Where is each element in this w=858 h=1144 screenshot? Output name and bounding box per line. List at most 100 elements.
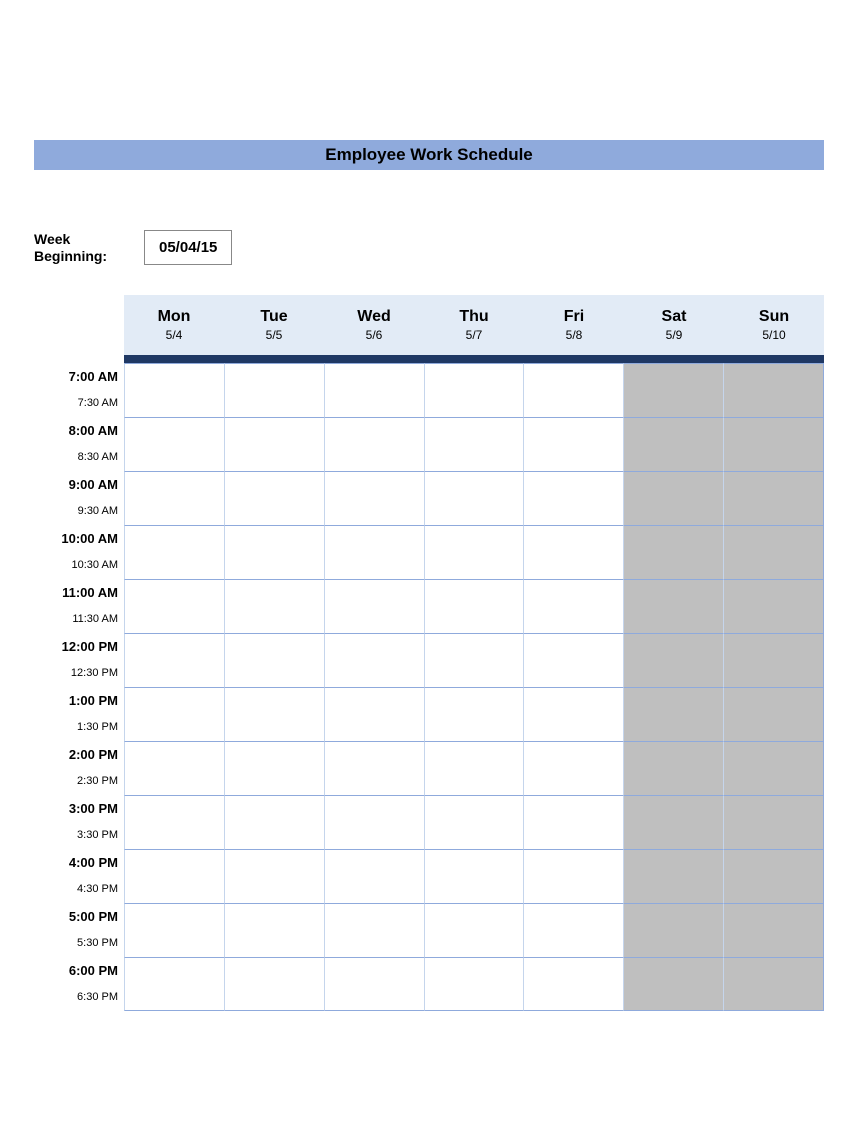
schedule-cell[interactable] xyxy=(324,768,424,795)
schedule-cell[interactable] xyxy=(224,822,324,849)
schedule-cell[interactable] xyxy=(723,471,823,498)
schedule-cell[interactable] xyxy=(723,687,823,714)
schedule-cell[interactable] xyxy=(424,390,524,417)
schedule-cell[interactable] xyxy=(523,552,623,579)
schedule-cell[interactable] xyxy=(723,660,823,687)
schedule-cell[interactable] xyxy=(424,444,524,471)
schedule-cell[interactable] xyxy=(523,660,623,687)
schedule-cell[interactable] xyxy=(424,552,524,579)
schedule-cell[interactable] xyxy=(523,417,623,444)
schedule-cell[interactable] xyxy=(523,714,623,741)
schedule-cell[interactable] xyxy=(723,444,823,471)
schedule-cell[interactable] xyxy=(324,633,424,660)
schedule-cell[interactable] xyxy=(224,984,324,1011)
schedule-cell[interactable] xyxy=(124,984,224,1011)
schedule-cell[interactable] xyxy=(723,498,823,525)
schedule-cell[interactable] xyxy=(124,606,224,633)
schedule-cell[interactable] xyxy=(623,471,723,498)
schedule-cell[interactable] xyxy=(324,390,424,417)
schedule-cell[interactable] xyxy=(224,957,324,984)
schedule-cell[interactable] xyxy=(723,552,823,579)
schedule-cell[interactable] xyxy=(124,498,224,525)
schedule-cell[interactable] xyxy=(623,768,723,795)
schedule-cell[interactable] xyxy=(623,984,723,1011)
schedule-cell[interactable] xyxy=(324,795,424,822)
schedule-cell[interactable] xyxy=(324,552,424,579)
schedule-cell[interactable] xyxy=(324,849,424,876)
schedule-cell[interactable] xyxy=(424,525,524,552)
schedule-cell[interactable] xyxy=(424,498,524,525)
schedule-cell[interactable] xyxy=(623,903,723,930)
schedule-cell[interactable] xyxy=(523,876,623,903)
schedule-cell[interactable] xyxy=(424,687,524,714)
schedule-cell[interactable] xyxy=(623,444,723,471)
schedule-cell[interactable] xyxy=(424,849,524,876)
schedule-cell[interactable] xyxy=(523,633,623,660)
schedule-cell[interactable] xyxy=(424,471,524,498)
schedule-cell[interactable] xyxy=(424,579,524,606)
schedule-cell[interactable] xyxy=(623,633,723,660)
schedule-cell[interactable] xyxy=(424,903,524,930)
schedule-cell[interactable] xyxy=(723,795,823,822)
schedule-cell[interactable] xyxy=(623,363,723,390)
schedule-cell[interactable] xyxy=(224,444,324,471)
schedule-cell[interactable] xyxy=(723,984,823,1011)
schedule-cell[interactable] xyxy=(124,390,224,417)
schedule-cell[interactable] xyxy=(723,876,823,903)
schedule-cell[interactable] xyxy=(623,687,723,714)
schedule-cell[interactable] xyxy=(723,417,823,444)
schedule-cell[interactable] xyxy=(224,876,324,903)
schedule-cell[interactable] xyxy=(424,417,524,444)
schedule-cell[interactable] xyxy=(124,687,224,714)
schedule-cell[interactable] xyxy=(324,471,424,498)
schedule-cell[interactable] xyxy=(723,822,823,849)
schedule-cell[interactable] xyxy=(523,444,623,471)
schedule-cell[interactable] xyxy=(623,930,723,957)
schedule-cell[interactable] xyxy=(324,363,424,390)
schedule-cell[interactable] xyxy=(523,768,623,795)
schedule-cell[interactable] xyxy=(623,660,723,687)
schedule-cell[interactable] xyxy=(124,714,224,741)
schedule-cell[interactable] xyxy=(124,660,224,687)
schedule-cell[interactable] xyxy=(523,822,623,849)
schedule-cell[interactable] xyxy=(723,633,823,660)
schedule-cell[interactable] xyxy=(124,903,224,930)
schedule-cell[interactable] xyxy=(623,579,723,606)
schedule-cell[interactable] xyxy=(623,714,723,741)
schedule-cell[interactable] xyxy=(623,417,723,444)
schedule-cell[interactable] xyxy=(324,498,424,525)
schedule-cell[interactable] xyxy=(723,957,823,984)
schedule-cell[interactable] xyxy=(424,606,524,633)
schedule-cell[interactable] xyxy=(124,552,224,579)
schedule-cell[interactable] xyxy=(523,606,623,633)
schedule-cell[interactable] xyxy=(324,876,424,903)
schedule-cell[interactable] xyxy=(723,714,823,741)
schedule-cell[interactable] xyxy=(324,660,424,687)
week-date-input[interactable]: 05/04/15 xyxy=(144,230,232,265)
schedule-cell[interactable] xyxy=(523,741,623,768)
schedule-cell[interactable] xyxy=(224,471,324,498)
schedule-cell[interactable] xyxy=(424,930,524,957)
schedule-cell[interactable] xyxy=(523,957,623,984)
schedule-cell[interactable] xyxy=(124,525,224,552)
schedule-cell[interactable] xyxy=(124,876,224,903)
schedule-cell[interactable] xyxy=(623,957,723,984)
schedule-cell[interactable] xyxy=(523,363,623,390)
schedule-cell[interactable] xyxy=(623,876,723,903)
schedule-cell[interactable] xyxy=(224,579,324,606)
schedule-cell[interactable] xyxy=(124,471,224,498)
schedule-cell[interactable] xyxy=(224,606,324,633)
schedule-cell[interactable] xyxy=(324,417,424,444)
schedule-cell[interactable] xyxy=(723,579,823,606)
schedule-cell[interactable] xyxy=(623,606,723,633)
schedule-cell[interactable] xyxy=(623,795,723,822)
schedule-cell[interactable] xyxy=(424,768,524,795)
schedule-cell[interactable] xyxy=(324,903,424,930)
schedule-cell[interactable] xyxy=(623,849,723,876)
schedule-cell[interactable] xyxy=(224,687,324,714)
schedule-cell[interactable] xyxy=(324,444,424,471)
schedule-cell[interactable] xyxy=(523,849,623,876)
schedule-cell[interactable] xyxy=(324,579,424,606)
schedule-cell[interactable] xyxy=(523,390,623,417)
schedule-cell[interactable] xyxy=(623,822,723,849)
